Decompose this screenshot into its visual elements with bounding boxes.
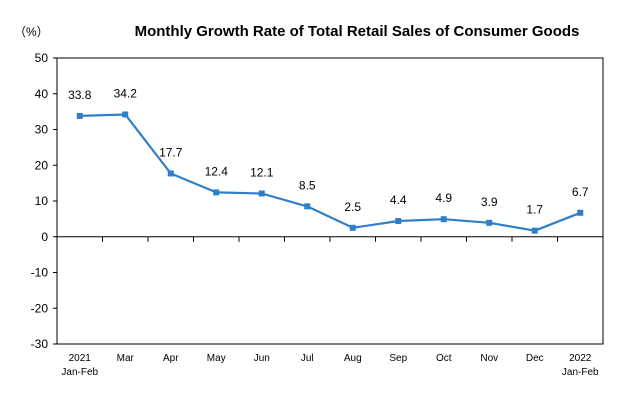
data-label: 1.7	[526, 203, 543, 217]
data-label: 12.4	[205, 164, 229, 178]
data-label: 17.7	[159, 145, 183, 159]
x-tick-label: Oct	[436, 353, 452, 364]
data-point	[440, 216, 447, 223]
data-label: 3.9	[481, 195, 498, 209]
x-tick-label: Jan-Feb	[562, 367, 599, 378]
data-point	[531, 227, 538, 234]
y-tick-label: -30	[31, 337, 49, 351]
data-label: 33.8	[68, 88, 92, 102]
y-tick-label: 50	[35, 51, 49, 65]
data-point	[122, 111, 129, 118]
x-tick-label: 2022	[569, 353, 592, 364]
x-tick-label: Apr	[163, 353, 179, 364]
data-point	[76, 112, 83, 119]
x-tick-label: Nov	[480, 353, 498, 364]
x-tick-label: Jan-Feb	[61, 367, 98, 378]
data-label: 8.5	[299, 178, 316, 192]
y-tick-label: 0	[41, 230, 48, 244]
y-tick-label: -10	[31, 266, 49, 280]
series-line	[79, 113, 581, 232]
data-point	[258, 190, 265, 197]
data-label: 12.1	[250, 165, 274, 179]
data-point	[577, 209, 584, 216]
data-point	[167, 170, 174, 177]
data-point	[486, 219, 493, 226]
data-point	[304, 203, 311, 210]
data-point	[213, 189, 220, 196]
data-point	[349, 224, 356, 231]
y-tick-label: 40	[35, 87, 49, 101]
data-label: 2.5	[344, 200, 361, 214]
x-tick-label: Jul	[301, 353, 314, 364]
data-point	[395, 218, 402, 225]
y-tick-label: 30	[35, 123, 49, 137]
data-label: 6.7	[572, 185, 589, 199]
x-tick-label: Dec	[526, 353, 544, 364]
data-label: 4.4	[390, 193, 407, 207]
chart-title: Monthly Growth Rate of Total Retail Sale…	[135, 23, 580, 40]
x-tick-label: 2021	[69, 353, 92, 364]
x-tick-label: Jun	[254, 353, 270, 364]
x-tick-label: Sep	[389, 353, 407, 364]
y-tick-label: 20	[35, 158, 49, 172]
x-tick-label: Mar	[117, 353, 135, 364]
data-label: 4.9	[435, 191, 452, 205]
x-tick-label: Aug	[344, 353, 362, 364]
data-label: 34.2	[114, 86, 138, 100]
plot-area: -30 -20 -10 0 10 20 30 40 50 2021 Jan-Feb Mar Apr May…	[31, 51, 604, 378]
y-tick-label: -20	[31, 301, 49, 315]
y-axis-unit-label: （%）	[14, 25, 49, 39]
y-tick-label: 10	[35, 194, 49, 208]
x-tick-label: May	[207, 353, 226, 364]
plot-frame	[56, 57, 604, 345]
